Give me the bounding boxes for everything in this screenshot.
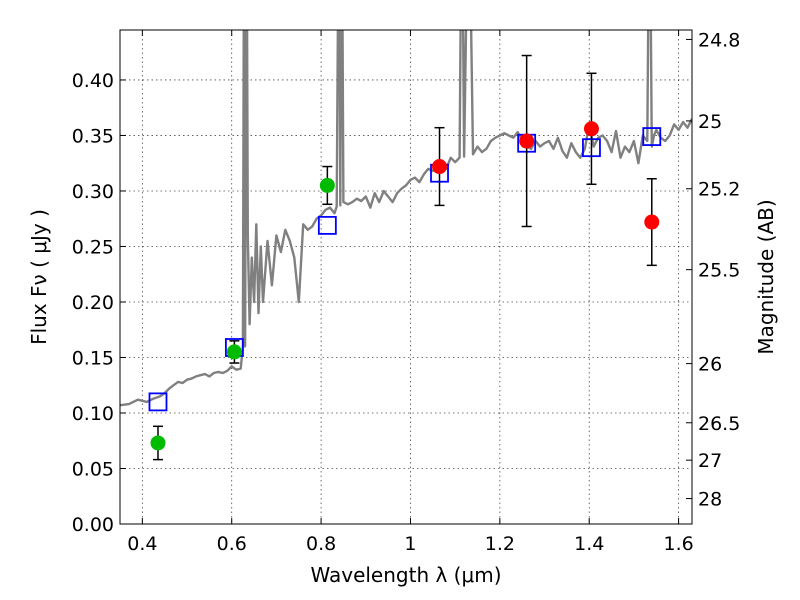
y-tick-label: 0.30 bbox=[72, 181, 114, 203]
observed-flux-point bbox=[319, 177, 335, 193]
right-axis-tick-label: 26.5 bbox=[698, 413, 740, 435]
right-axis-tick-label: 25 bbox=[698, 111, 722, 133]
observed-flux-point bbox=[432, 159, 448, 175]
x-tick-label: 0.8 bbox=[306, 533, 336, 555]
right-axis-tick-label: 25.2 bbox=[698, 179, 740, 201]
y-tick-label: 0.05 bbox=[72, 458, 114, 480]
y-tick-label: 0.10 bbox=[72, 403, 114, 425]
y-axis-label: Flux Fν ( μJy ) bbox=[27, 209, 51, 345]
observed-flux-point bbox=[226, 344, 242, 360]
model-photometry-square bbox=[642, 127, 662, 146]
y-tick-label: 0.20 bbox=[72, 292, 114, 314]
y-tick-label: 0.25 bbox=[72, 236, 114, 258]
x-tick-label: 1.2 bbox=[485, 533, 515, 555]
right-axis-tick-label: 24.8 bbox=[698, 29, 740, 51]
right-axis-tick-label: 25.5 bbox=[698, 260, 740, 282]
x-tick-label: 1.6 bbox=[663, 533, 693, 555]
model-spectrum-line bbox=[120, 30, 692, 407]
x-tick-label: 1 bbox=[404, 533, 416, 555]
axes-frame bbox=[119, 29, 693, 525]
plot-area bbox=[120, 30, 692, 461]
observed-flux-point bbox=[150, 435, 166, 451]
observed-flux-point bbox=[519, 133, 535, 149]
model-photometry-square bbox=[148, 392, 168, 412]
observed-flux-point bbox=[644, 214, 660, 230]
grid-lines bbox=[120, 30, 692, 525]
x-axis-label: Wavelength λ (μm) bbox=[310, 563, 501, 587]
x-tick-label: 0.6 bbox=[217, 533, 247, 555]
y-tick-label: 0.40 bbox=[72, 70, 114, 92]
y-tick-label: 0.00 bbox=[72, 514, 114, 536]
y-tick-label: 0.15 bbox=[72, 347, 114, 369]
right-axis-tick-label: 27 bbox=[698, 450, 722, 472]
x-tick-label: 1.4 bbox=[574, 533, 604, 555]
right-axis-label: Magnitude (AB) bbox=[754, 199, 778, 354]
observed-flux-point bbox=[583, 121, 599, 137]
right-axis-tick-label: 26 bbox=[698, 354, 722, 376]
x-tick-label: 0.4 bbox=[127, 533, 157, 555]
y-tick-label: 0.35 bbox=[72, 125, 114, 147]
right-axis-tick-label: 28 bbox=[698, 489, 722, 511]
ticks: 0.4 0.6 0.8 1 1.2 1.4 1.6 0.00 0.05 0.10 0.15 0.20 0… bbox=[72, 29, 741, 555]
model-photometry-square bbox=[317, 215, 337, 235]
